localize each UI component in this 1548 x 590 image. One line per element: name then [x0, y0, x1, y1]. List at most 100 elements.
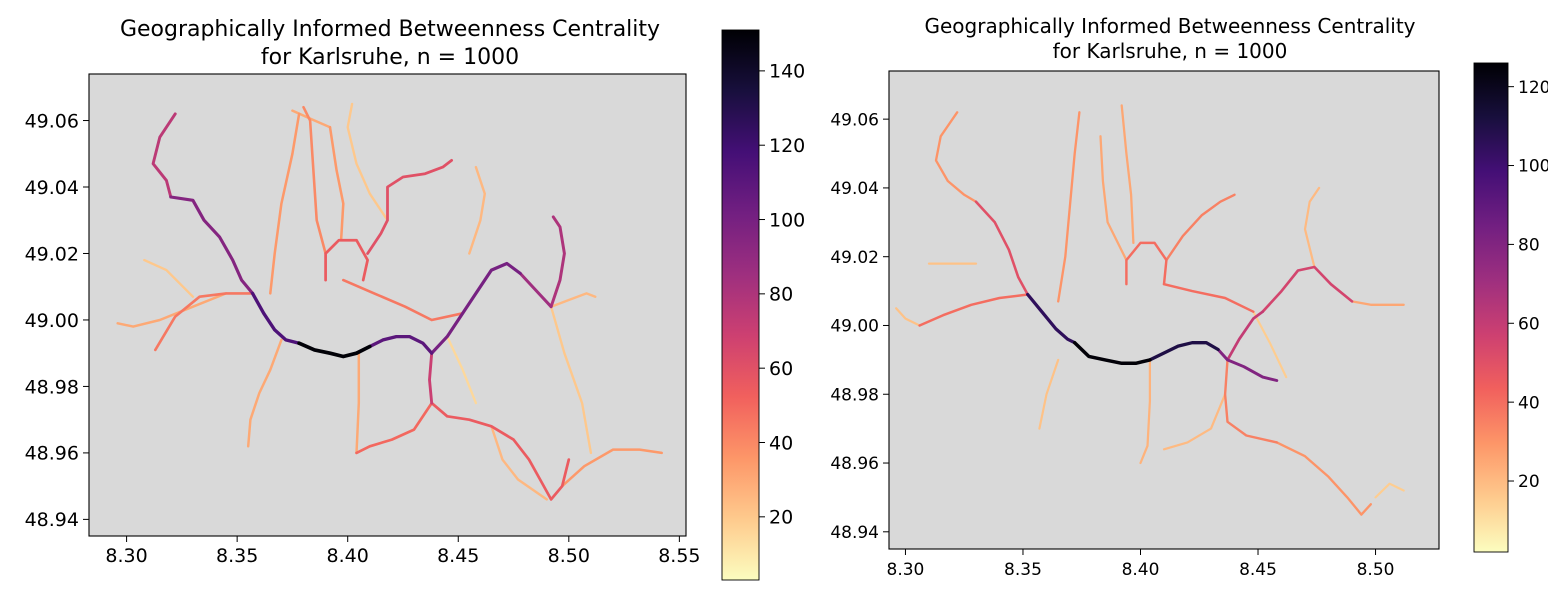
x-tick-label: 8.55 — [658, 545, 700, 567]
y-tick-label: 48.96 — [25, 443, 79, 465]
chart-title: Geographically Informed Betweenness Cent… — [50, 16, 730, 71]
road-segment — [1139, 358, 1152, 465]
road-network — [895, 104, 1405, 516]
road-segment — [269, 112, 301, 295]
y-tick-label: 48.94 — [830, 523, 879, 543]
road-segment — [1216, 348, 1279, 382]
road-segment — [302, 105, 327, 255]
colorbar-tick-label: 20 — [1518, 472, 1540, 492]
y-tick-label: 49.06 — [830, 110, 879, 130]
road-segment — [297, 341, 372, 359]
road-segment — [346, 102, 389, 222]
colorbar-tick-label: 80 — [769, 284, 793, 306]
road-segment — [1072, 340, 1152, 366]
road-segment — [549, 215, 566, 309]
road-segment — [1226, 310, 1265, 362]
road-segment — [143, 258, 195, 298]
road-segment — [1261, 265, 1354, 314]
road-segment — [366, 159, 453, 255]
road-segment — [355, 351, 361, 455]
x-tick-label: 8.50 — [548, 545, 590, 567]
road-segment — [1125, 241, 1168, 286]
road-segment — [446, 335, 478, 405]
colorbar-tick-label: 100 — [769, 209, 805, 231]
colorbar — [721, 29, 760, 581]
colorbar-tick-label: 20 — [769, 507, 793, 529]
x-tick-label: 8.30 — [105, 545, 147, 567]
plot-background — [889, 71, 1439, 549]
y-tick-label: 49.02 — [830, 248, 879, 268]
road-segment — [169, 195, 255, 295]
road-segment — [549, 292, 597, 308]
y-tick-label: 49.04 — [830, 179, 879, 199]
chart-title-line2: for Karlsruhe, n = 1000 — [260, 44, 520, 70]
road-segment — [341, 278, 465, 322]
colorbar-tick-label: 40 — [1518, 393, 1540, 413]
road-segment — [1162, 393, 1227, 451]
chart-title-line1: Geographically Informed Betweenness Cent… — [119, 17, 661, 42]
road-segment — [324, 238, 369, 282]
road-segment — [328, 125, 345, 242]
plot-background — [89, 74, 686, 536]
colorbar-tick-label: 100 — [1518, 157, 1548, 177]
y-tick-label: 48.98 — [830, 385, 879, 405]
road-network — [116, 102, 663, 501]
road-segment — [1148, 341, 1220, 362]
x-tick-label: 8.45 — [1239, 560, 1277, 580]
road-segment — [1275, 441, 1372, 516]
colorbar-tick-label: 80 — [1518, 236, 1540, 256]
road-segment — [895, 307, 921, 327]
road-segment — [1038, 358, 1060, 430]
colorbar — [1473, 62, 1509, 553]
y-tick-label: 49.02 — [25, 243, 79, 265]
colorbar-tick-label: 140 — [769, 61, 805, 83]
road-segment — [1374, 482, 1405, 499]
road-segment — [518, 271, 553, 309]
colorbar-tick-label: 60 — [1518, 314, 1540, 334]
road-segment — [116, 292, 228, 328]
road-segment — [151, 112, 177, 199]
betweenness-map-chart: 8.30 8.35 8.40 8.45 8.50 48.94 48.96 48.98 49.00… — [830, 62, 1548, 580]
road-segment — [1057, 111, 1081, 303]
road-segment — [974, 200, 1029, 296]
y-tick-label: 49.00 — [25, 310, 79, 332]
road-segment — [1099, 135, 1128, 262]
road-segment — [368, 334, 434, 355]
road-segment — [1120, 104, 1135, 245]
chart-title-line1: Geographically Informed Betweenness Cent… — [924, 14, 1416, 38]
road-segment — [918, 293, 1029, 327]
plot-frame — [888, 70, 1440, 550]
road-segment — [560, 448, 663, 488]
y-tick-label: 48.94 — [25, 509, 79, 531]
colorbar-tick-label: 120 — [1518, 78, 1548, 98]
road-segment — [428, 351, 434, 405]
road-segment — [934, 111, 978, 203]
x-tick-label: 8.30 — [887, 560, 925, 580]
x-tick-label: 8.50 — [1357, 560, 1395, 580]
road-segment — [1350, 300, 1405, 306]
road-segment — [153, 292, 254, 352]
chart-panel-right: Geographically Informed Betweenness Cent… — [810, 0, 1548, 590]
road-segment — [1252, 310, 1288, 379]
y-tick-label: 48.98 — [25, 376, 79, 398]
road-segment — [1165, 193, 1236, 262]
road-segment — [1303, 186, 1321, 269]
road-segment — [1026, 292, 1077, 345]
betweenness-map-chart: 8.30 8.35 8.40 8.45 8.50 8.55 48.94 48.96 48.98 4… — [25, 29, 805, 581]
y-tick-label: 49.04 — [25, 177, 79, 199]
road-segment — [549, 305, 593, 455]
road-segment — [468, 165, 487, 255]
x-tick-label: 8.35 — [1004, 560, 1042, 580]
x-tick-label: 8.40 — [1122, 560, 1160, 580]
x-tick-label: 8.45 — [437, 545, 479, 567]
chart-title: Geographically Informed Betweenness Cent… — [850, 14, 1490, 64]
road-segment — [490, 425, 548, 501]
colorbar-tick-label: 60 — [769, 358, 793, 380]
x-tick-label: 8.35 — [216, 545, 258, 567]
colorbar-tick-label: 40 — [769, 432, 793, 454]
colorbar-tick-label: 120 — [769, 135, 805, 157]
plot-frame — [88, 73, 687, 537]
road-segment — [1223, 358, 1278, 444]
y-tick-label: 49.00 — [830, 317, 879, 337]
y-tick-label: 48.96 — [830, 454, 879, 474]
